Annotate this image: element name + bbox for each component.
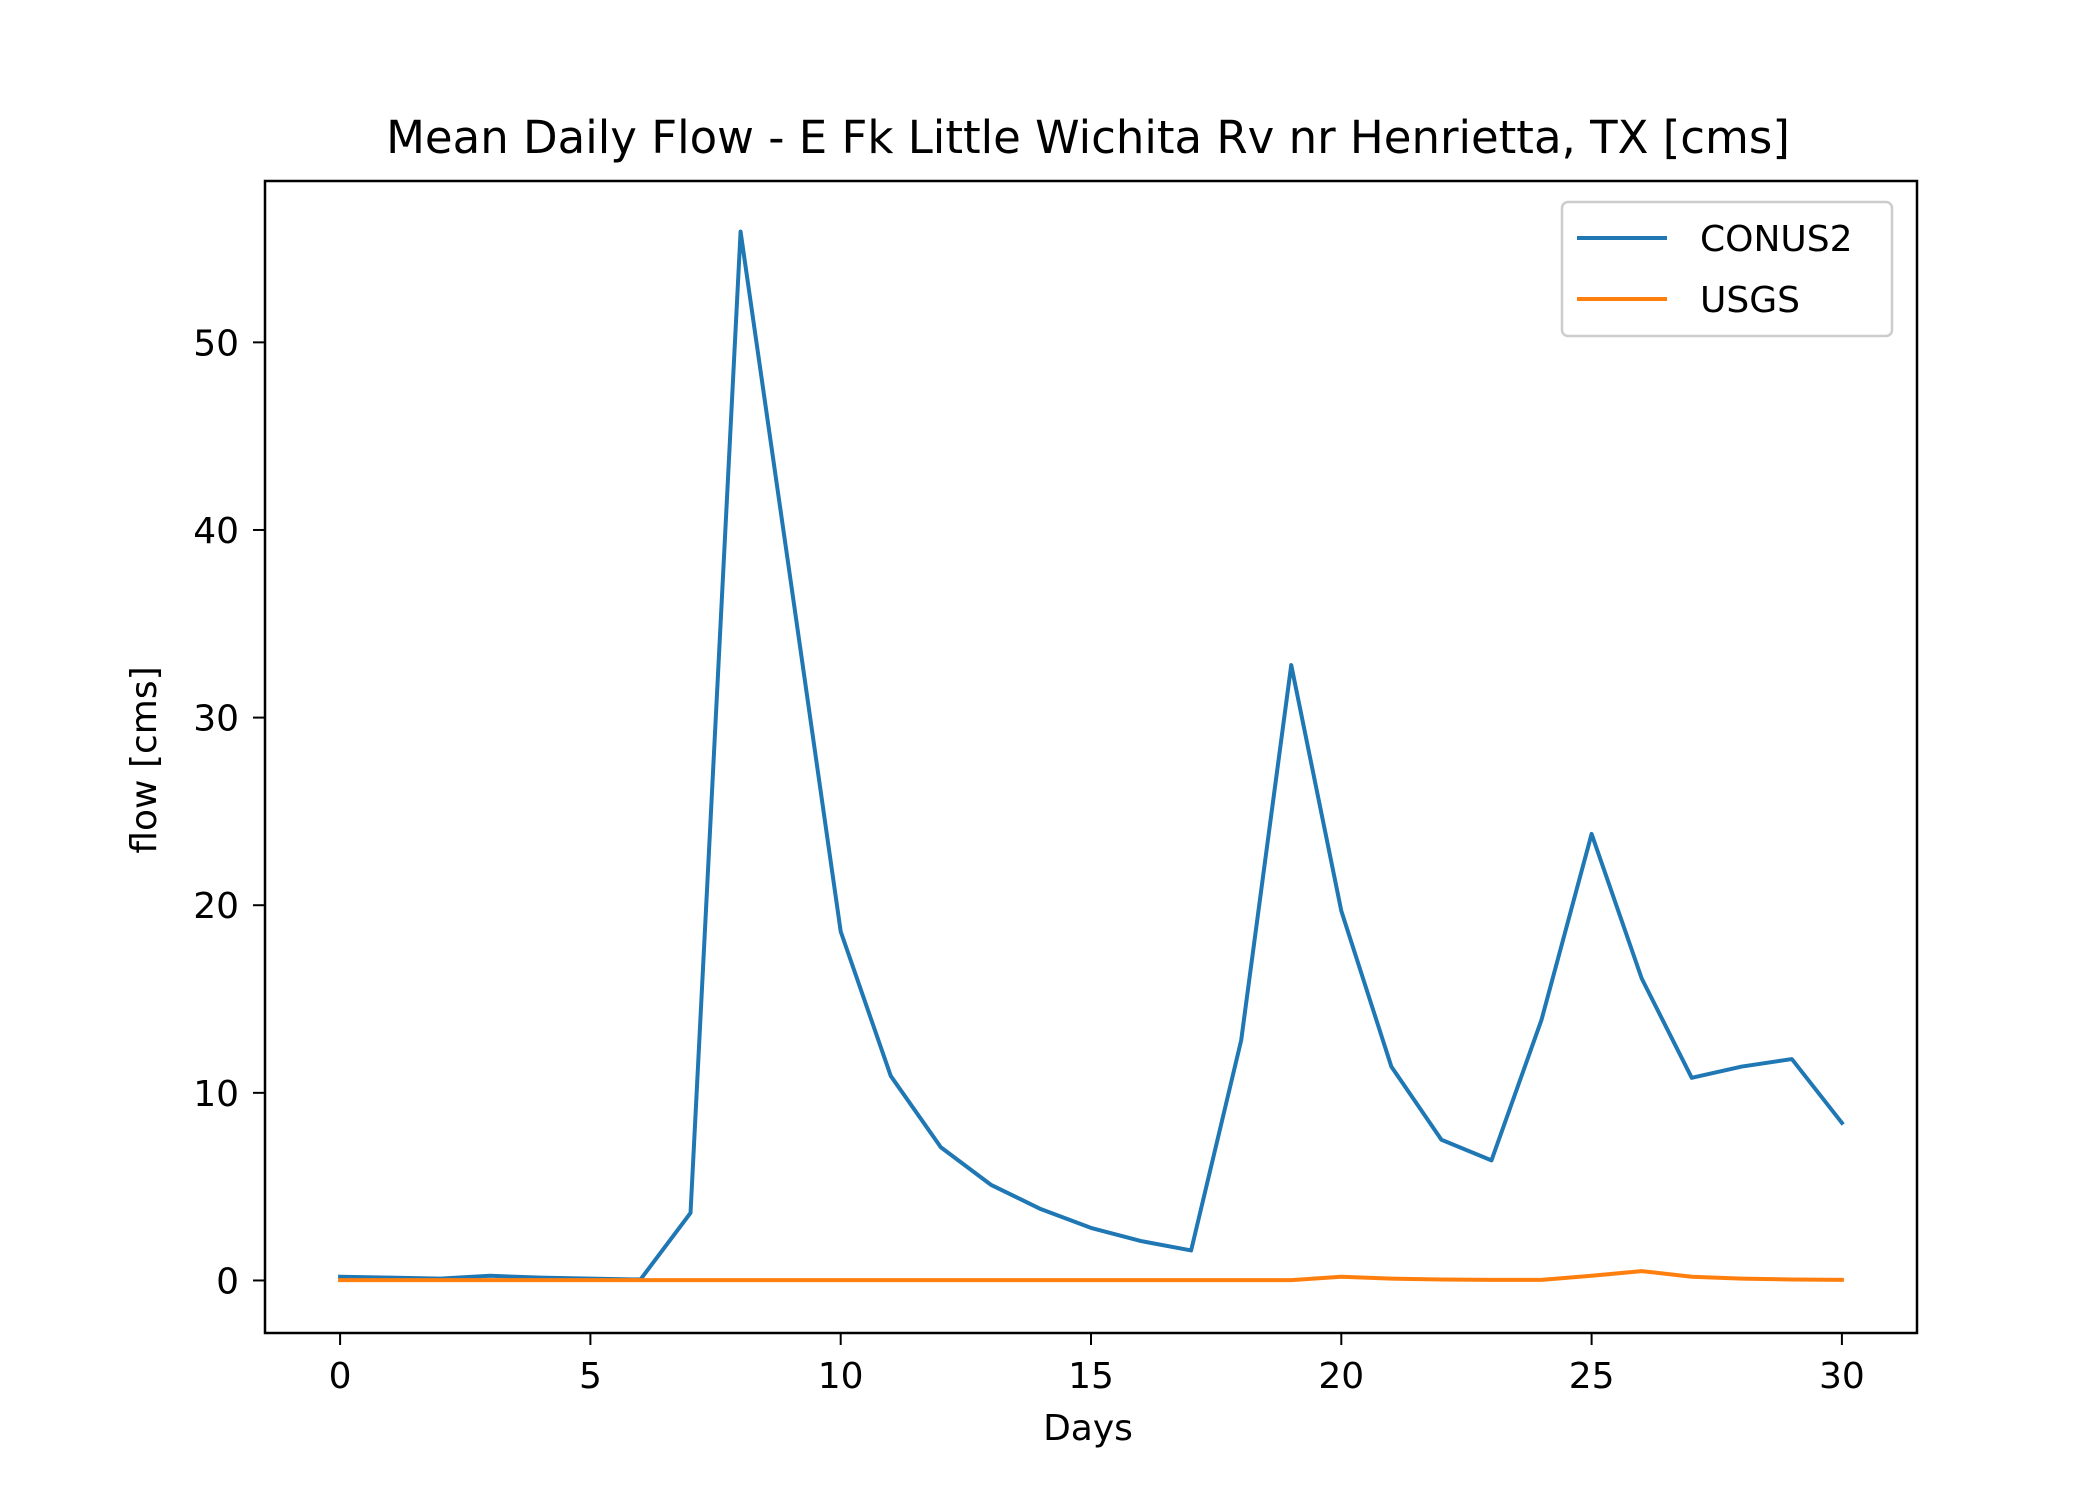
y-tick-label: 40 (193, 511, 239, 552)
x-tick-label: 5 (579, 1356, 602, 1397)
legend-box (1560, 200, 1894, 338)
y-tick-label: 10 (193, 1074, 239, 1115)
series-lines (338, 229, 1845, 1283)
chart-title: Mean Daily Flow - E Fk Little Wichita Rv… (386, 111, 1790, 164)
x-tick-label: 20 (1318, 1356, 1364, 1397)
y-axis-label: flow [cms] (124, 666, 165, 853)
legend-label-usgs: USGS (1700, 280, 1800, 321)
y-tick-label: 20 (193, 886, 239, 927)
plot-frame (263, 179, 1919, 1335)
axis-ticks: 0 5 10 15 20 25 30 0 10 20 30 40 50 (193, 323, 1865, 1397)
legend: CONUS2 USGS (1560, 200, 1894, 338)
x-tick-label: 25 (1569, 1356, 1615, 1397)
x-tick-label: 0 (329, 1356, 352, 1397)
legend-label-conus2: CONUS2 (1700, 219, 1853, 260)
x-tick-label: 10 (818, 1356, 864, 1397)
series-line-usgs (338, 1269, 1844, 1283)
y-tick-label: 50 (193, 323, 239, 364)
x-tick-label: 30 (1819, 1356, 1865, 1397)
x-axis-label: Days (1043, 1408, 1133, 1449)
x-tick-label: 15 (1068, 1356, 1114, 1397)
y-tick-label: 0 (216, 1261, 239, 1302)
y-tick-label: 30 (193, 699, 239, 740)
